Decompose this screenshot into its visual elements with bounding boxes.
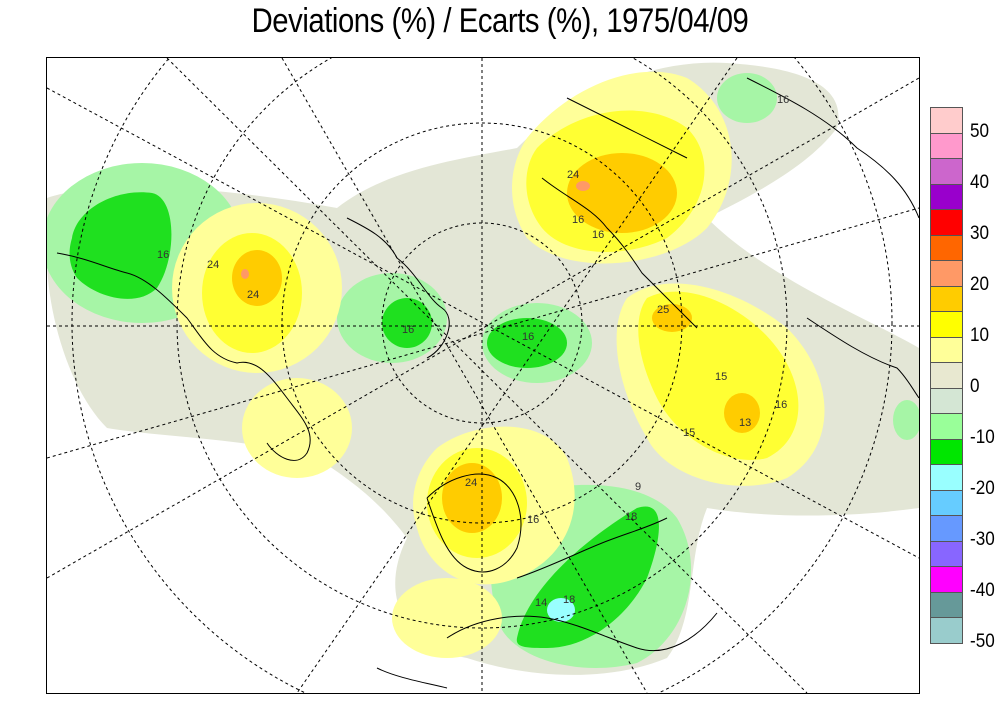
legend-swatch xyxy=(930,591,963,618)
contour-label: 24 xyxy=(465,477,477,489)
contour-label: 16 xyxy=(775,399,787,411)
legend-tick: -50 xyxy=(970,631,995,652)
contour-label: 16 xyxy=(777,94,789,106)
contour-label: 16 xyxy=(402,324,414,336)
legend-swatch xyxy=(930,132,963,159)
green-field xyxy=(69,192,659,648)
contour-label: 25 xyxy=(657,304,669,316)
legend-swatch xyxy=(930,387,963,414)
legend-tick: -30 xyxy=(970,529,995,550)
map-panel: 16 24 24 16 16 16 16 24 16 25 15 16 13 1… xyxy=(46,57,920,694)
legend-swatch xyxy=(930,285,963,312)
legend-swatch xyxy=(930,234,963,261)
contour-label: 16 xyxy=(157,249,169,261)
contour-label: 15 xyxy=(715,371,727,383)
legend-tick: -10 xyxy=(970,427,995,448)
legend-tick: -20 xyxy=(970,478,995,499)
contour-label: 16 xyxy=(572,214,584,226)
contour-label: 13 xyxy=(739,417,751,429)
legend-tick: 20 xyxy=(970,274,990,295)
legend-tick: 40 xyxy=(970,172,990,193)
map-title: Deviations (%) / Ecarts (%), 1975/04/09 xyxy=(251,2,749,40)
legend-swatch xyxy=(930,566,963,593)
legend-tick: -40 xyxy=(970,580,995,601)
contour-label: 18 xyxy=(563,594,575,606)
contour-label: 16 xyxy=(522,331,534,343)
contour-label: 16 xyxy=(592,229,604,241)
legend-swatch xyxy=(930,158,963,185)
legend-swatch xyxy=(930,489,963,516)
legend-tick: 30 xyxy=(970,223,990,244)
legend-swatch xyxy=(930,413,963,440)
legend-swatch xyxy=(930,183,963,210)
legend-swatch xyxy=(930,362,963,389)
contour-label: 18 xyxy=(625,511,637,523)
legend-swatch xyxy=(930,540,963,567)
contour-label: 14 xyxy=(535,597,547,609)
legend-tick: 10 xyxy=(970,325,990,346)
legend-swatch xyxy=(930,515,963,542)
contour-label: 24 xyxy=(207,259,219,271)
coastlines xyxy=(56,77,919,689)
legend-tick: 0 xyxy=(970,376,980,397)
legend-swatch xyxy=(930,464,963,491)
contour-label: 9 xyxy=(635,481,641,493)
legend-swatch xyxy=(930,260,963,287)
legend-swatch xyxy=(930,617,963,644)
legend-swatch xyxy=(930,209,963,236)
contour-label: 16 xyxy=(527,514,539,526)
anomaly-map: 16 24 24 16 16 16 16 24 16 25 15 16 13 1… xyxy=(47,58,919,693)
orange-field xyxy=(232,153,760,533)
legend-swatch xyxy=(930,107,963,134)
legend-tick: 50 xyxy=(970,121,990,142)
contour-label: 24 xyxy=(567,169,579,181)
legend-swatch xyxy=(930,336,963,363)
contour-labels: 16 24 24 16 16 16 16 24 16 25 15 16 13 1… xyxy=(157,94,789,609)
legend-swatch xyxy=(930,311,963,338)
legend-swatch xyxy=(930,438,963,465)
contour-label: 24 xyxy=(247,289,259,301)
contour-label: 15 xyxy=(683,427,695,439)
